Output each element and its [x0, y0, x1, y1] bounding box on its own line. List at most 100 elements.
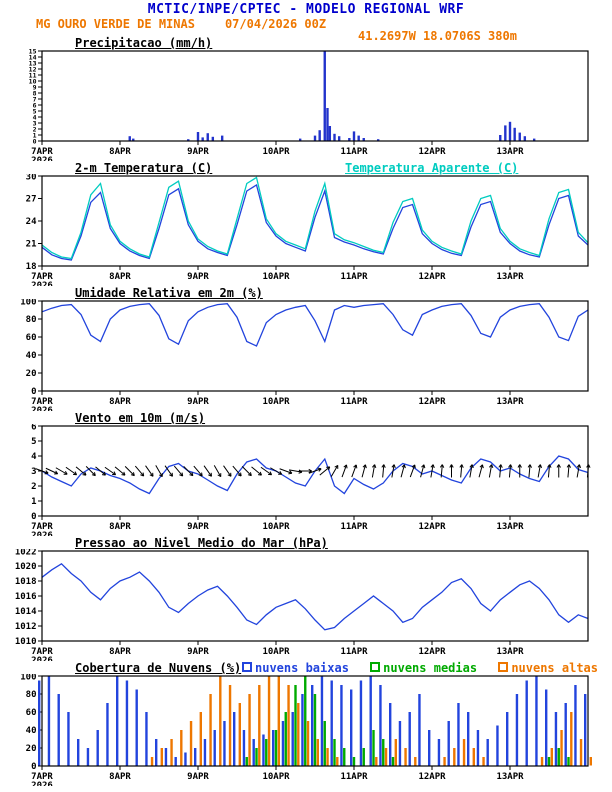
svg-text:13APR: 13APR — [496, 647, 524, 657]
svg-text:1018: 1018 — [15, 577, 37, 587]
svg-text:80: 80 — [26, 690, 37, 700]
svg-text:15: 15 — [29, 49, 37, 55]
panel-title-apparent-temperature: Temperatura Aparente (C) — [345, 161, 519, 175]
svg-text:10APR: 10APR — [262, 772, 290, 782]
svg-text:11APR: 11APR — [340, 772, 368, 782]
svg-text:7APR: 7APR — [31, 397, 53, 407]
svg-text:27: 27 — [26, 195, 37, 205]
panel-title-wind: Vento em 10m (m/s) — [75, 411, 206, 425]
svg-text:13APR: 13APR — [496, 272, 524, 282]
svg-text:9APR: 9APR — [187, 272, 209, 282]
svg-text:1: 1 — [33, 131, 37, 139]
plot-temperature: 18 21 24 27 30 7APR 8APR 9APR 10APR 11APR 12APR 13A… — [26, 174, 589, 286]
svg-text:40: 40 — [26, 351, 37, 361]
nuvens-medias-swatch-icon — [370, 662, 381, 672]
legend-nuvens-medias-label: nuvens medias — [383, 661, 478, 675]
svg-text:13APR: 13APR — [496, 147, 524, 157]
svg-text:2: 2 — [33, 125, 37, 133]
svg-text:80: 80 — [26, 315, 37, 325]
svg-text:8APR: 8APR — [109, 647, 131, 657]
plot-humidity: 0 20 40 60 80 100 7APR 8APR 9APR 10APR 11APR 12APR 1… — [20, 299, 589, 411]
svg-text:4: 4 — [33, 113, 37, 121]
svg-text:2026: 2026 — [31, 781, 53, 786]
svg-text:1022: 1022 — [15, 549, 37, 557]
clouds-legend: nuvens baixas nuvens medias nuvens altas — [242, 661, 612, 675]
svg-text:7APR: 7APR — [31, 522, 53, 532]
svg-text:2: 2 — [31, 482, 36, 492]
svg-text:2026: 2026 — [31, 531, 53, 536]
station-name: MG OURO VERDE DE MINAS — [36, 17, 195, 31]
svg-text:7: 7 — [33, 95, 37, 103]
svg-text:11: 11 — [29, 71, 37, 79]
svg-text:1010: 1010 — [15, 637, 37, 647]
svg-text:6: 6 — [33, 101, 37, 109]
svg-text:14: 14 — [29, 53, 37, 61]
svg-text:100: 100 — [20, 299, 36, 307]
svg-text:30: 30 — [26, 174, 37, 182]
panel-title-precipitation: Precipitacao (mm/h) — [75, 36, 213, 50]
svg-text:12APR: 12APR — [418, 272, 446, 282]
svg-text:13APR: 13APR — [496, 522, 524, 532]
svg-text:0: 0 — [33, 137, 37, 145]
station-line: MG OURO VERDE DE MINAS 07/04/2026 00Z — [36, 17, 326, 31]
svg-text:40: 40 — [26, 726, 37, 736]
panel-humidity: Umidade Relativa em 2m (%) 0 20 40 60 80 100 7… — [0, 286, 612, 411]
svg-text:2026: 2026 — [31, 281, 53, 286]
legend-nuvens-medias: nuvens medias — [370, 661, 477, 675]
legend-nuvens-baixas-label: nuvens baixas — [255, 661, 349, 675]
legend-nuvens-baixas: nuvens baixas — [242, 661, 349, 675]
svg-text:10APR: 10APR — [262, 647, 290, 657]
svg-text:2026: 2026 — [31, 156, 53, 161]
svg-text:12APR: 12APR — [418, 647, 446, 657]
plot-pressure: 1010 1012 1014 1016 1018 1020 1022 7APR 8APR 9APR… — [15, 549, 589, 661]
svg-text:0: 0 — [31, 512, 36, 522]
svg-text:18: 18 — [26, 262, 37, 272]
page-title: MCTIC/INPE/CPTEC - MODELO REGIONAL WRF — [147, 2, 465, 17]
svg-text:9APR: 9APR — [187, 647, 209, 657]
svg-text:2026: 2026 — [31, 406, 53, 411]
svg-text:8APR: 8APR — [109, 147, 131, 157]
svg-text:20: 20 — [26, 369, 37, 379]
legend-nuvens-altas: nuvens altas — [498, 661, 598, 675]
panel-title-pressure: Pressao ao Nivel Medio do Mar (hPa) — [75, 536, 328, 550]
svg-text:10: 10 — [29, 77, 37, 85]
svg-text:11APR: 11APR — [340, 522, 368, 532]
panel-title-temperature: 2-m Temperatura (C) — [75, 161, 213, 175]
svg-text:2026: 2026 — [31, 656, 53, 661]
svg-text:12APR: 12APR — [418, 397, 446, 407]
svg-text:7APR: 7APR — [31, 647, 53, 657]
legend-nuvens-altas-label: nuvens altas — [511, 661, 599, 675]
panel-temperature: 2-m Temperatura (C) Temperatura Aparente… — [0, 161, 612, 286]
svg-text:12: 12 — [29, 65, 37, 73]
svg-text:60: 60 — [26, 333, 37, 343]
svg-text:1016: 1016 — [15, 592, 37, 602]
panel-title-clouds: Cobertura de Nuvens (%) — [75, 661, 242, 675]
svg-text:9APR: 9APR — [187, 397, 209, 407]
svg-text:8: 8 — [33, 89, 37, 97]
svg-text:4: 4 — [31, 452, 37, 462]
nuvens-altas-swatch-icon — [498, 662, 509, 672]
svg-text:11APR: 11APR — [340, 147, 368, 157]
svg-text:9APR: 9APR — [187, 772, 209, 782]
svg-text:13APR: 13APR — [496, 397, 524, 407]
svg-text:9: 9 — [33, 83, 37, 91]
svg-text:1: 1 — [31, 497, 36, 507]
station-coordinates: 41.2697W 18.0706S 380m — [358, 29, 517, 43]
panel-precipitation: Precipitacao (mm/h) 0 1 2 3 4 5 6 7 8 9 10 11 12 13 14… — [0, 36, 612, 161]
svg-text:3: 3 — [33, 119, 37, 127]
svg-text:60: 60 — [26, 708, 37, 718]
plot-clouds: 0 20 40 60 80 100 7APR 8APR 9APR 10APR 11APR 12APR 1… — [20, 674, 592, 786]
svg-text:8APR: 8APR — [109, 772, 131, 782]
svg-text:13APR: 13APR — [496, 772, 524, 782]
panel-pressure: Pressao ao Nivel Medio do Mar (hPa) 1010… — [0, 536, 612, 661]
svg-text:7APR: 7APR — [31, 147, 53, 157]
svg-text:10APR: 10APR — [262, 522, 290, 532]
svg-text:11APR: 11APR — [340, 272, 368, 282]
svg-text:10APR: 10APR — [262, 147, 290, 157]
plot-wind: 0 1 2 3 4 5 6 7APR 8APR 9APR 10APR 11APR 12APR 13APR 2… — [31, 424, 591, 536]
svg-text:13: 13 — [29, 59, 37, 67]
panel-wind: Vento em 10m (m/s) 0 1 2 3 4 5 6 7APR 8APR 9APR 10… — [0, 411, 612, 536]
svg-text:11APR: 11APR — [340, 397, 368, 407]
